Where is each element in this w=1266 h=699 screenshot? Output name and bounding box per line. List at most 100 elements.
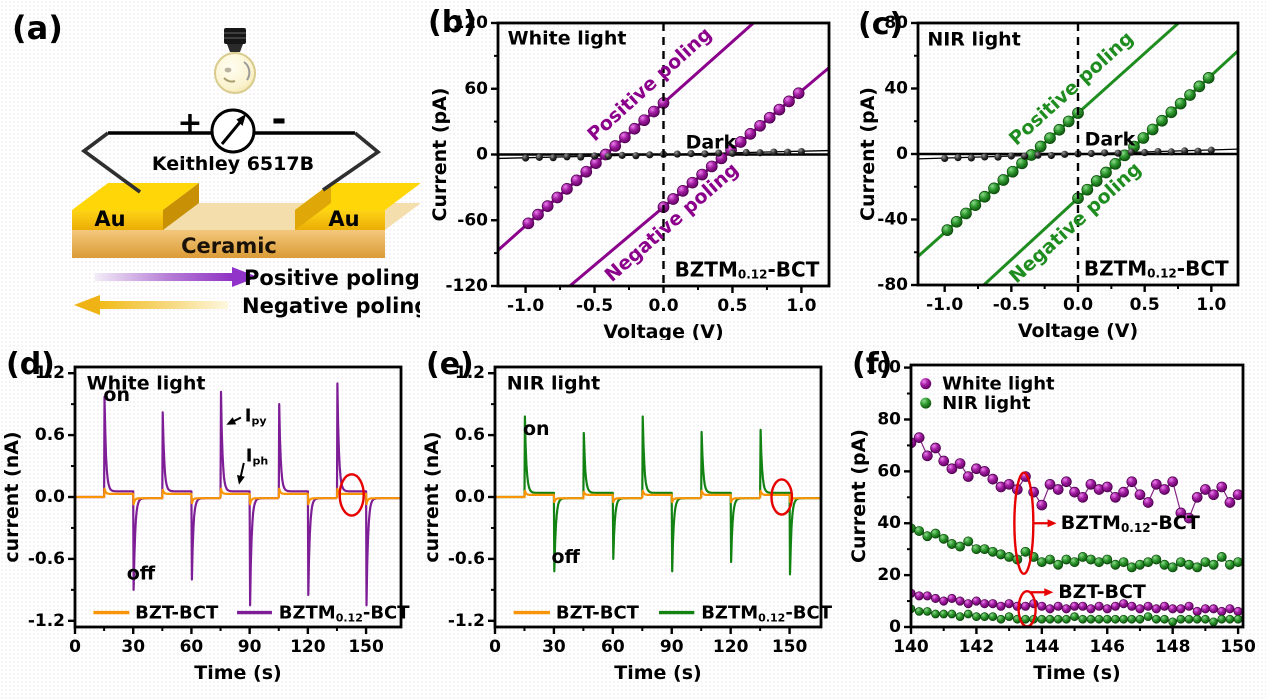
panel-f-current-stability: White light NIR light BZTM0.12-BCT BZT-BCT 1… — [850, 340, 1266, 699]
au-left-label: Au — [94, 207, 125, 231]
positive-poling-label: Positive poling — [244, 266, 420, 290]
left-arrow-yellow-icon — [74, 295, 228, 315]
chart-f-axes: 140 142 144 146 148 150 0 20 40 60 80 100 Time (s) Cu… — [850, 358, 1256, 684]
svg-text:30: 30 — [121, 637, 145, 657]
legend-dot — [920, 397, 932, 409]
svg-text:0.0: 0.0 — [35, 487, 65, 507]
y-axis-label: Current (pA) — [857, 87, 879, 221]
annotation-text: NIR light — [507, 373, 600, 395]
svg-text:144: 144 — [1024, 637, 1060, 657]
svg-text:30: 30 — [542, 637, 566, 657]
svg-text:40: 40 — [877, 513, 901, 533]
svg-text:0.0: 0.0 — [648, 296, 678, 316]
right-arrow-purple-icon — [95, 267, 258, 287]
svg-text:120: 120 — [713, 637, 749, 657]
panel-letter-d: (d) — [6, 347, 55, 382]
negative-poling-label: Negative poling — [242, 294, 420, 318]
svg-text:-40: -40 — [877, 210, 908, 230]
annotation-text: Dark — [1085, 128, 1136, 150]
panel-letter-f: (f) — [852, 347, 893, 382]
ammeter-icon — [210, 108, 256, 154]
svg-text:80: 80 — [884, 13, 908, 33]
x-axis-label: Time (s) — [614, 662, 701, 684]
svg-text:60: 60 — [180, 637, 204, 657]
svg-text:1.0: 1.0 — [786, 296, 816, 316]
svg-text:-120: -120 — [445, 276, 488, 296]
light-bulb-icon — [214, 28, 256, 94]
annotation-text: Ipy — [245, 405, 267, 427]
svg-text:90: 90 — [660, 637, 684, 657]
chart-e-axes: 0 30 60 90 120 150 -1.2 -0.6 0.0 0.6 1.2 Time (s) cu… — [421, 363, 823, 684]
svg-text:148: 148 — [1155, 637, 1191, 657]
series-nir-light-bztm012-bct — [911, 523, 1243, 573]
svg-text:60: 60 — [877, 461, 901, 481]
svg-text:-80: -80 — [877, 275, 908, 295]
svg-text:0.5: 0.5 — [717, 296, 747, 316]
svg-text:-60: -60 — [457, 210, 488, 230]
series-dark — [521, 147, 806, 162]
meter-label: Keithley 6517B — [152, 153, 314, 175]
y-axis-label: current (nA) — [421, 431, 443, 562]
svg-text:140: 140 — [893, 637, 929, 657]
panel-letter-e: (e) — [426, 347, 474, 382]
annotation-text: BZT-BCT — [135, 602, 219, 623]
annotation-text: BZTM0.12-BCT — [1084, 257, 1229, 281]
minus-terminal-label: - — [272, 99, 287, 140]
svg-text:-1.2: -1.2 — [448, 611, 485, 631]
svg-text:0.0: 0.0 — [1063, 295, 1093, 315]
series-positive-poling — [941, 107, 1084, 236]
svg-text:1.2: 1.2 — [35, 363, 65, 383]
x-axis-label: Time (s) — [1033, 662, 1120, 684]
annotation-text: BZTM0.12-BCT — [279, 602, 411, 624]
svg-text:100: 100 — [866, 358, 902, 378]
panel-e-photoresponse-nir: NIR light on off BZT-BCT BZTM0.12-BCT 0 30 60 90… — [420, 340, 850, 699]
chart-e-annotations: NIR light on off BZT-BCT BZTM0.12-BCT — [507, 373, 833, 625]
svg-text:142: 142 — [959, 637, 995, 657]
annotation-text: off — [127, 562, 156, 584]
svg-text:0: 0 — [489, 637, 501, 657]
svg-text:0: 0 — [69, 637, 81, 657]
svg-text:-0.5: -0.5 — [993, 295, 1030, 315]
annotation-text: White light — [508, 27, 627, 49]
series-positive-poling — [522, 97, 670, 230]
svg-text:120: 120 — [453, 13, 489, 33]
svg-text:-0.6: -0.6 — [28, 549, 65, 569]
annotation-text: off — [551, 546, 580, 568]
svg-text:150: 150 — [348, 637, 384, 657]
svg-text:120: 120 — [290, 637, 326, 657]
svg-text:0.6: 0.6 — [455, 425, 485, 445]
svg-text:150: 150 — [1220, 637, 1256, 657]
chart-c-axes: -1.0 -0.5 0.0 0.5 1.0 -80 -40 0 40 80 Voltage (V) C… — [857, 13, 1240, 340]
highlight-ellipse — [338, 473, 365, 517]
legend-dot — [920, 378, 932, 390]
svg-text:0: 0 — [476, 145, 488, 165]
svg-text:-0.5: -0.5 — [576, 296, 613, 316]
svg-text:0.0: 0.0 — [455, 487, 485, 507]
annotation-text: BZT-BCT — [1058, 581, 1146, 603]
x-axis-label: Voltage (V) — [603, 321, 723, 340]
annotation-text: White light — [87, 373, 206, 395]
panel-letter-a: (a) — [12, 9, 63, 47]
plus-terminal-label: + — [177, 106, 202, 141]
series-dark — [941, 146, 1215, 163]
svg-text:40: 40 — [884, 79, 908, 99]
highlight-ellipse — [1013, 471, 1035, 576]
panel-d-photoresponse-white: White light on off Ipy Iph BZT-BCT BZTM0.12-BC… — [0, 340, 420, 699]
au-electrode-left — [72, 183, 199, 230]
annotation-text: BZTM0.12-BCT — [701, 602, 833, 624]
panel-b-iv-white-light: White light Positive poling Dark Negative p… — [420, 0, 846, 340]
svg-text:146: 146 — [1090, 637, 1126, 657]
x-axis-label: Voltage (V) — [1018, 320, 1138, 340]
annotation-text: Iph — [246, 445, 268, 467]
svg-text:60: 60 — [601, 637, 625, 657]
chart-e-canvas: NIR light on off BZT-BCT BZTM0.12-BCT 0 30 60 90… — [421, 363, 833, 684]
series-bzt-bct — [75, 487, 401, 506]
chart-b-data-layer — [498, 23, 829, 286]
y-axis-label: current (nA) — [1, 431, 23, 562]
